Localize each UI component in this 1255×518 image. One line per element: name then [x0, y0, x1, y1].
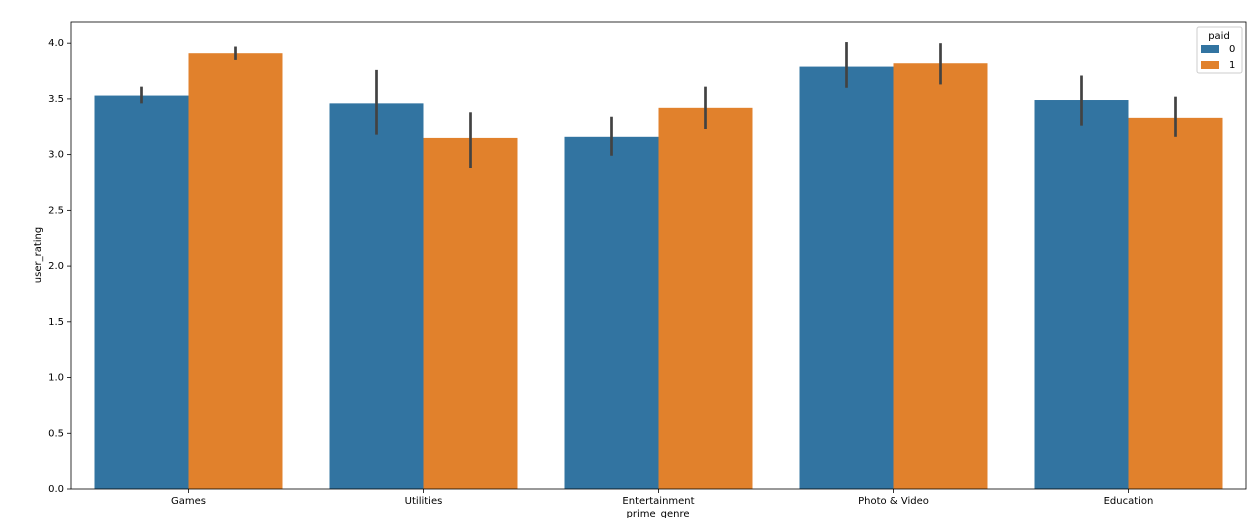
- bar: [423, 137, 518, 490]
- y-tick-label: 2.0: [48, 261, 64, 272]
- bar: [94, 95, 189, 490]
- x-tick-label: Entertainment: [622, 496, 694, 507]
- y-tick-label: 1.0: [48, 373, 64, 384]
- y-tick-label: 2.5: [48, 205, 64, 216]
- bar: [893, 63, 988, 490]
- legend-swatch: [1201, 45, 1219, 53]
- bar: [1034, 100, 1129, 489]
- x-tick-label: Photo & Video: [858, 496, 929, 507]
- y-tick-label: 3.5: [48, 94, 64, 105]
- y-tick-label: 0.5: [48, 428, 64, 439]
- legend-label: 0: [1229, 44, 1235, 55]
- x-tick-label: Education: [1104, 496, 1154, 507]
- y-tick-label: 1.5: [48, 317, 64, 328]
- bar: [799, 66, 894, 489]
- bar: [564, 136, 659, 489]
- bar: [188, 53, 283, 489]
- bar: [329, 103, 424, 490]
- bar: [658, 107, 753, 490]
- y-tick-label: 0.0: [48, 484, 64, 495]
- legend-swatch: [1201, 61, 1219, 69]
- plot-frame: [70, 21, 1247, 490]
- x-axis-label: prime_genre: [626, 509, 689, 518]
- legend-label: 1: [1229, 60, 1235, 71]
- y-axis-label: user_rating: [33, 227, 44, 283]
- y-tick-label: 3.0: [48, 150, 64, 161]
- legend-title: paid: [1208, 31, 1230, 42]
- y-tick-label: 4.0: [48, 38, 64, 49]
- x-tick-label: Utilities: [405, 496, 443, 507]
- x-tick-label: Games: [171, 496, 206, 507]
- bar: [1128, 117, 1223, 490]
